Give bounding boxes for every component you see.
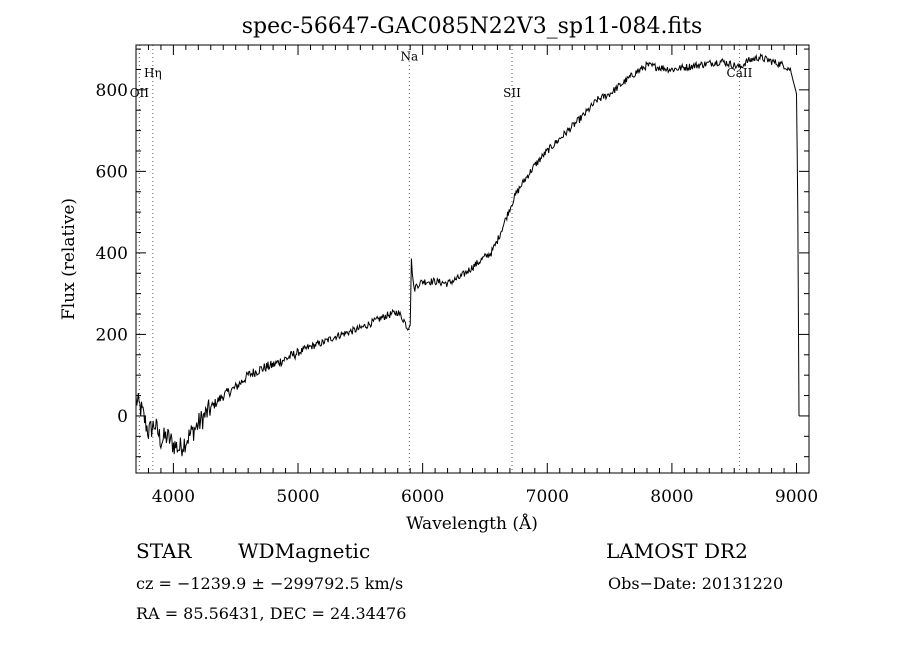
line-label-2: Na — [400, 49, 418, 63]
survey-name: LAMOST DR2 — [606, 539, 748, 563]
x-tick-label: 4000 — [152, 487, 195, 507]
spectral-line-markers: Hη OII Na SII CaII — [130, 45, 753, 473]
y-tick-label: 200 — [96, 325, 128, 345]
spectrum-series — [135, 52, 800, 457]
y-tick-label: 400 — [96, 244, 128, 264]
redshift-line: cz = −1239.9 ± −299792.5 km/s — [136, 574, 403, 593]
x-axis-ticks: 4000 5000 6000 7000 8000 9000 — [135, 45, 818, 507]
y-tick-label: 0 — [117, 407, 128, 427]
y-axis-ticks: 0 200 400 600 800 — [96, 48, 809, 458]
coordinates: RA = 85.56431, DEC = 24.34476 — [136, 604, 406, 623]
object-class: STAR — [136, 539, 192, 563]
line-label-0: Hη — [144, 66, 162, 80]
line-label-1: OII — [130, 86, 150, 100]
y-axis-label: Flux (relative) — [59, 198, 79, 320]
plot-frame — [135, 44, 810, 474]
x-tick-label: 6000 — [401, 487, 444, 507]
line-label-4: CaII — [727, 66, 753, 80]
x-tick-label: 7000 — [526, 487, 569, 507]
object-subclass: WDMagnetic — [238, 539, 370, 563]
x-tick-label: 9000 — [775, 487, 818, 507]
x-axis-label: Wavelength (Å) — [406, 513, 538, 534]
x-tick-label: 8000 — [650, 487, 693, 507]
y-tick-label: 600 — [96, 162, 128, 182]
x-tick-label: 5000 — [276, 487, 319, 507]
line-label-3: SII — [503, 86, 521, 100]
spectrum-line — [135, 52, 800, 457]
chart-title: spec-56647-GAC085N22V3_sp11-084.fits — [242, 14, 703, 39]
obs-date: Obs−Date: 20131220 — [608, 574, 783, 593]
y-tick-label: 800 — [96, 81, 128, 101]
